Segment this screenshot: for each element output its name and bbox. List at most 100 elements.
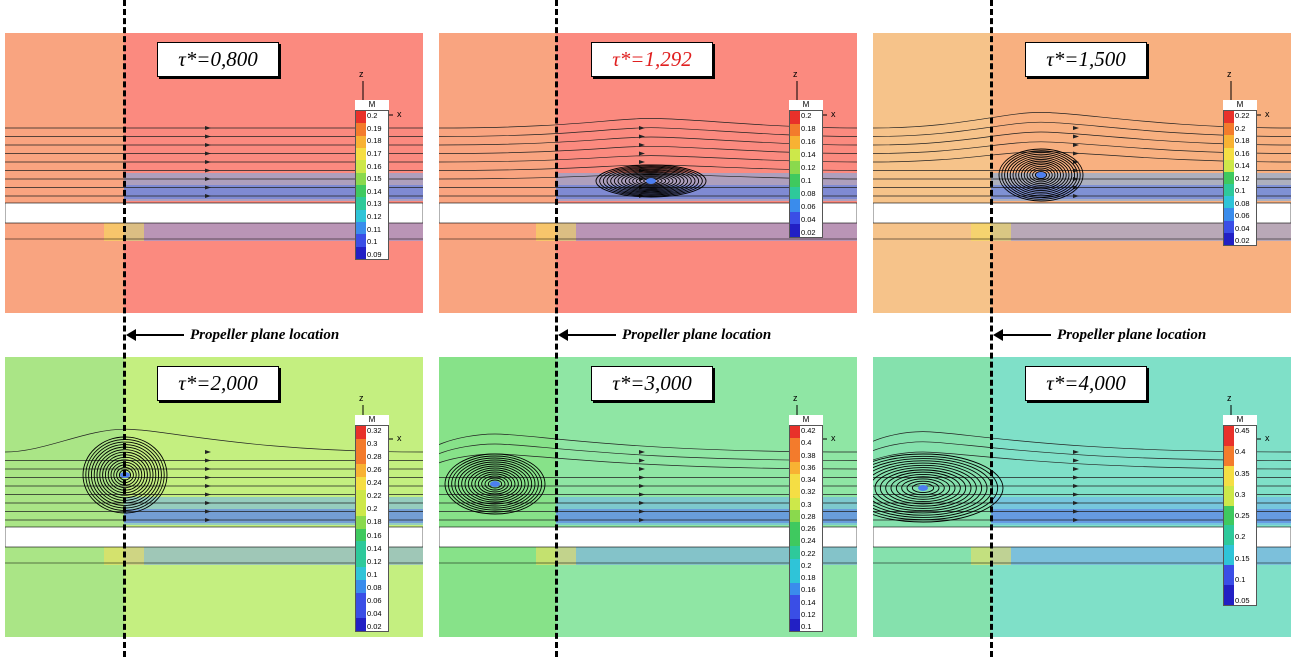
legend-swatch <box>356 618 366 631</box>
legend-swatch <box>790 426 800 439</box>
left-arrow-icon <box>558 329 616 341</box>
legend-swatch <box>356 541 366 555</box>
legend-title: M <box>789 100 823 110</box>
legend-swatch <box>356 135 366 148</box>
legend-swatch <box>356 515 366 529</box>
legend-swatch <box>1224 184 1234 197</box>
legend-tick: 0.4 <box>801 438 812 448</box>
legend-tick: 0.18 <box>367 517 382 527</box>
legend-colorbar <box>1224 111 1234 245</box>
legend-swatch <box>1224 585 1234 605</box>
legend-tick: 0.24 <box>367 478 382 488</box>
legend-tick: 0.16 <box>801 137 816 146</box>
legend-tick: 0.28 <box>367 452 382 462</box>
propeller-plane-annotation: Propeller plane location <box>558 322 772 348</box>
legend-swatch <box>1224 505 1234 526</box>
legend-swatch <box>790 474 800 487</box>
annotation-label: Propeller plane location <box>1057 326 1207 343</box>
mach-legend: M 0.45 0.4 0.35 0.3 0.25 0.2 0.15 0.1 0.05 <box>1223 415 1257 606</box>
legend-tick: 0.38 <box>801 450 816 460</box>
legend-swatch <box>790 123 800 137</box>
legend-swatch <box>1224 159 1234 172</box>
z-axis-label: z <box>359 393 364 403</box>
legend-swatch <box>1224 220 1234 233</box>
legend-title: M <box>1223 415 1257 425</box>
legend-tick: 0.06 <box>801 202 816 211</box>
legend-colorbar <box>356 426 366 631</box>
mach-legend: M 0.42 0.4 0.38 0.36 0.34 0.32 0.3 0.28 0.26 0.24 0… <box>789 415 823 632</box>
legend-swatch <box>356 554 366 567</box>
legend-swatch <box>790 199 800 212</box>
legend-tick: 0.34 <box>801 475 816 484</box>
legend-tick: 0.1 <box>801 622 812 631</box>
legend-tick: 0.1 <box>1235 186 1246 195</box>
propeller-plane-line <box>123 0 126 657</box>
legend-swatch <box>790 186 800 200</box>
legend-swatch <box>790 462 800 475</box>
legend-swatch <box>356 246 366 259</box>
legend-tick: 0.06 <box>1235 211 1250 220</box>
legend-swatch <box>356 566 366 580</box>
legend-tick: 0.11 <box>367 224 382 234</box>
legend-swatch <box>790 594 800 607</box>
legend-swatch <box>1224 485 1234 506</box>
legend-tick: 0.04 <box>801 215 816 224</box>
mach-legend: M 0.32 0.3 0.28 0.26 0.24 0.22 0.2 0.18 0.16 0.14 0… <box>355 415 389 632</box>
legend-tick: 0.35 <box>1235 468 1250 478</box>
legend-swatch <box>356 528 366 542</box>
legend-tick: 0.18 <box>367 136 382 146</box>
annotation-label: Propeller plane location <box>622 326 772 343</box>
mach-contour-field <box>873 357 1291 637</box>
x-axis-label: x <box>397 109 402 119</box>
legend-tick: 0.25 <box>1235 511 1250 520</box>
legend-swatch <box>356 451 366 465</box>
legend-tick: 0.3 <box>1235 489 1246 499</box>
legend-swatch <box>356 579 366 593</box>
z-axis-label: z <box>359 69 364 79</box>
legend-tick: 0.12 <box>367 556 382 566</box>
legend-tick: 0.42 <box>801 426 816 435</box>
contour-panel: τ*=1,292 z x M 0.2 0.18 0.16 0.14 0.12 0.1 0.08 0.0… <box>439 33 857 313</box>
legend-tick: 0.12 <box>801 163 816 172</box>
legend-tick: 0.2 <box>1235 532 1246 542</box>
contour-panel: τ*=3,000 z x M 0.42 0.4 0.38 0.36 0.34 0.32 0.3 0.2… <box>439 357 857 637</box>
legend-swatch <box>356 605 366 619</box>
propeller-plane-line <box>555 0 558 657</box>
legend-swatch <box>790 498 800 511</box>
legend-tick: 0.32 <box>801 487 816 497</box>
legend-swatch <box>790 486 800 499</box>
z-axis-label: z <box>1227 393 1232 403</box>
legend-tick: 0.16 <box>801 585 816 595</box>
x-axis-label: x <box>397 433 402 443</box>
legend-swatch <box>790 606 800 619</box>
legend-colorbar <box>356 111 366 259</box>
legend-tick: 0.14 <box>1235 161 1250 170</box>
tau-label: τ*=0,800 <box>157 42 279 77</box>
legend-tick: 0.12 <box>801 609 816 619</box>
tau-label: τ*=1,500 <box>1025 42 1147 77</box>
legend-swatch <box>1224 208 1234 221</box>
z-axis-label: z <box>1227 69 1232 79</box>
legend-swatch <box>356 234 366 247</box>
legend-swatch <box>790 224 800 237</box>
legend-tick: 0.05 <box>1235 596 1250 605</box>
legend-tick: 0.16 <box>1235 148 1250 158</box>
legend-swatch <box>790 510 800 523</box>
legend-swatch <box>790 173 800 187</box>
contour-panel: τ*=4,000 z x M 0.45 0.4 0.35 0.3 0.25 0.2 0.15 0.1 0… <box>873 357 1291 637</box>
legend-swatch <box>356 111 366 124</box>
legend-swatch <box>1224 565 1234 585</box>
legend-swatch <box>1224 465 1234 486</box>
legend-tick: 0.3 <box>367 439 378 449</box>
legend-tick: 0.32 <box>367 426 382 435</box>
legend-tick: 0.45 <box>1235 426 1250 435</box>
legend-tick: 0.08 <box>1235 198 1250 208</box>
legend-tick: 0.1 <box>367 569 378 579</box>
legend-swatch <box>356 172 366 185</box>
legend-tick: 0.02 <box>367 621 382 631</box>
legend-tick: 0.14 <box>367 186 382 196</box>
legend-swatch <box>356 464 366 478</box>
legend-tick: 0.28 <box>801 511 816 521</box>
legend-swatch <box>790 582 800 595</box>
legend-tick: 0.09 <box>367 249 382 259</box>
